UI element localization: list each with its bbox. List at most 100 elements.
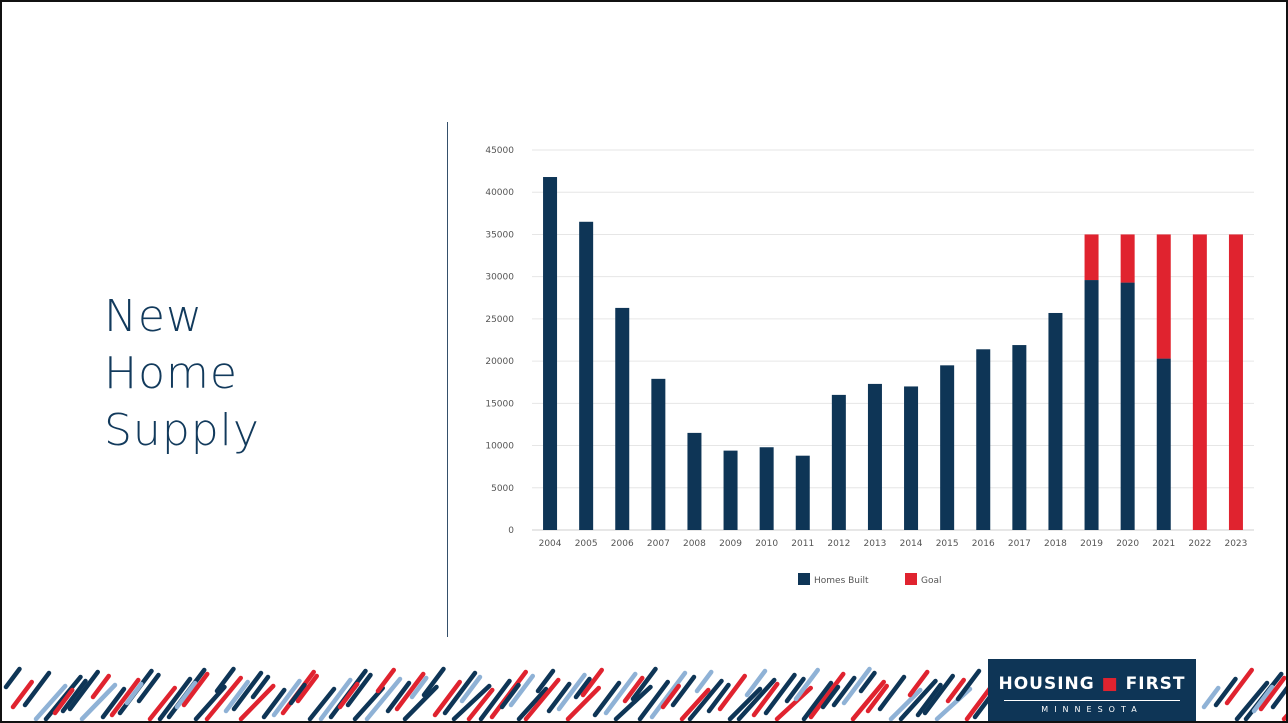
decorative-stripe <box>52 687 75 716</box>
bar-goal <box>1156 234 1171 359</box>
bar-homes-built <box>543 177 558 530</box>
y-tick-label: 15000 <box>485 399 514 409</box>
x-tick-label: 2016 <box>972 539 995 549</box>
decorative-stripe <box>124 681 144 706</box>
decorative-stripe <box>670 674 697 708</box>
decorative-stripe <box>295 673 319 704</box>
x-tick-label: 2022 <box>1188 539 1211 549</box>
decorative-stripe <box>250 674 271 700</box>
decorative-stripe <box>337 681 360 710</box>
decorative-stripe <box>841 666 872 706</box>
vertical-divider <box>447 122 448 637</box>
bar-homes-built <box>615 307 630 530</box>
logo-rule <box>1004 700 1180 701</box>
bar-goal <box>1084 234 1099 281</box>
decorative-stripe <box>3 666 22 690</box>
decorative-stripe <box>100 686 127 720</box>
x-tick-label: 2006 <box>611 539 634 549</box>
decorative-stripe <box>33 683 68 721</box>
decorative-stripe <box>364 676 403 721</box>
decorative-stripe <box>394 671 426 712</box>
decorative-stripe <box>1270 685 1286 710</box>
title-line-3: Supply <box>104 405 260 456</box>
decorative-stripe <box>831 675 857 708</box>
decorative-stripe <box>915 682 943 718</box>
decorative-stripe <box>307 686 337 721</box>
bar-homes-built <box>687 432 702 530</box>
x-tick-label: 2004 <box>539 539 562 549</box>
decorative-stripe <box>1213 676 1238 708</box>
decorative-stripe <box>865 683 889 714</box>
legend-label: Homes Built <box>814 576 869 586</box>
decorative-stripe <box>157 676 193 721</box>
y-tick-label: 0 <box>508 526 514 536</box>
bar-homes-built <box>1012 345 1027 530</box>
decorative-stripe <box>622 675 645 704</box>
decorative-stripe <box>147 685 177 721</box>
decorative-stripe <box>858 670 877 694</box>
decorative-stripe <box>907 669 930 698</box>
x-tick-label: 2017 <box>1008 539 1031 549</box>
bar-homes-built <box>1120 282 1135 530</box>
decorative-stripe <box>261 687 287 720</box>
decorative-stripe <box>793 667 820 702</box>
decorative-stripe <box>193 684 227 721</box>
decorative-stripe-band <box>3 666 1286 721</box>
decorative-stripe <box>592 680 622 718</box>
bar-homes-built <box>795 455 810 530</box>
bar-goal <box>1228 234 1243 530</box>
slide-title: New Home Supply <box>104 288 260 459</box>
title-line-2: Home <box>104 348 238 399</box>
decorative-stripe <box>877 674 907 712</box>
bar-homes-built <box>651 378 666 530</box>
decorative-stripe <box>1201 685 1221 710</box>
decorative-stripe <box>136 672 161 704</box>
decorative-stripe <box>181 671 210 708</box>
bar-homes-built <box>759 447 774 530</box>
decorative-stripe <box>90 673 111 700</box>
decorative-stripe <box>43 674 83 721</box>
decorative-stripe <box>466 687 495 721</box>
decorative-stripe <box>459 674 483 704</box>
decorative-stripe <box>922 673 955 716</box>
x-tick-label: 2011 <box>791 539 814 549</box>
bar-goal <box>1120 234 1135 283</box>
decorative-stripe <box>535 668 556 694</box>
bar-homes-built <box>1048 312 1063 530</box>
y-tick-label: 30000 <box>485 273 514 283</box>
x-tick-label: 2021 <box>1152 539 1175 549</box>
decorative-stripe <box>1224 667 1254 706</box>
decorative-stripe <box>271 678 302 718</box>
bar-homes-built <box>976 349 991 530</box>
decorative-stripe <box>385 680 412 714</box>
decorative-stripe <box>613 684 653 721</box>
decorative-stripe <box>801 680 834 721</box>
decorative-stripe <box>421 666 446 698</box>
bar-homes-built <box>1156 358 1171 530</box>
x-tick-label: 2007 <box>647 539 670 549</box>
decorative-stripe <box>808 671 846 720</box>
decorative-stripe <box>60 678 88 714</box>
bar-homes-built <box>579 221 594 530</box>
decorative-stripe <box>898 678 938 721</box>
decorative-stripe <box>432 679 462 718</box>
decorative-stripe <box>402 684 439 721</box>
decorative-stripe <box>565 685 601 721</box>
x-tick-label: 2018 <box>1044 539 1067 549</box>
bar-homes-built <box>831 394 846 530</box>
y-tick-label: 35000 <box>485 230 514 240</box>
y-tick-label: 40000 <box>485 188 514 198</box>
decorative-stripe <box>660 683 681 710</box>
legend-swatch <box>798 573 810 585</box>
logo-dot-icon: ■ <box>1101 674 1119 694</box>
decorative-stripe <box>109 677 141 718</box>
decorative-stripe <box>238 683 276 721</box>
decorative-stripe <box>516 686 549 721</box>
y-tick-label: 45000 <box>485 146 514 156</box>
x-tick-label: 2008 <box>683 539 706 549</box>
decorative-stripe <box>630 666 658 702</box>
decorative-stripe <box>573 676 592 700</box>
bar-homes-built <box>904 386 919 530</box>
